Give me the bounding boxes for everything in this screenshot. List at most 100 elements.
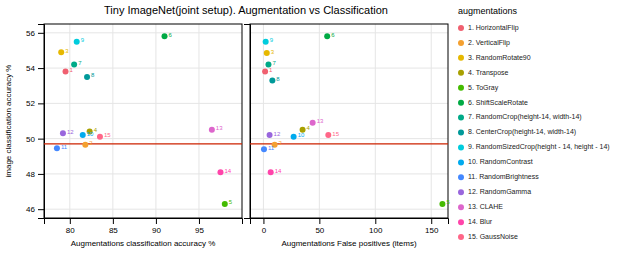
point-label: 10 bbox=[298, 132, 305, 138]
point-label: 5 bbox=[446, 199, 450, 205]
point-label: 5 bbox=[229, 199, 233, 205]
tick: 85 bbox=[109, 218, 118, 235]
legend-label: 9. RandomSizedCrop(height - 14, height -… bbox=[468, 143, 610, 151]
tick-mark bbox=[199, 218, 200, 224]
point bbox=[82, 142, 88, 148]
tick-mark bbox=[38, 33, 44, 34]
legend-label: 7. RandomCrop(height-14, width-14) bbox=[468, 113, 582, 121]
legend-marker bbox=[458, 115, 464, 121]
point-label: 7 bbox=[272, 60, 276, 66]
plot-frame bbox=[44, 24, 242, 218]
axis-line bbox=[45, 219, 243, 225]
title: Tiny ImageNet(joint setup). Augmentation… bbox=[104, 4, 388, 16]
legend-label: 11. RandomBrightness bbox=[468, 173, 539, 181]
point bbox=[84, 74, 90, 80]
tick-mark bbox=[113, 218, 114, 224]
tick: 50 bbox=[315, 218, 324, 235]
tick: 50 bbox=[26, 135, 44, 144]
point bbox=[60, 130, 66, 136]
axis-line bbox=[251, 219, 449, 225]
point bbox=[80, 132, 86, 138]
point-label: 6 bbox=[169, 32, 173, 38]
grid-line bbox=[69, 24, 70, 218]
legend: augmentations1. HorizontalFlip2. Vertica… bbox=[458, 6, 610, 240]
tick-label: 85 bbox=[109, 226, 118, 235]
legend-label: 3. RandomRotate90 bbox=[468, 54, 531, 61]
grid-line bbox=[250, 209, 448, 210]
grid-line bbox=[198, 24, 199, 218]
tick-mark bbox=[375, 218, 376, 224]
point bbox=[63, 69, 69, 75]
point bbox=[209, 127, 215, 133]
grid bbox=[44, 24, 242, 218]
point bbox=[268, 169, 274, 175]
point bbox=[217, 169, 223, 175]
legend-label: 8. CenterCrop(height-14, width-14) bbox=[468, 128, 576, 136]
point bbox=[261, 146, 267, 152]
marks bbox=[44, 33, 242, 207]
tick-label: 56 bbox=[26, 29, 35, 38]
y-label: image classification accuracy % bbox=[4, 65, 13, 178]
legend-label: 13. CLAHE bbox=[468, 203, 503, 210]
point-label: 7 bbox=[78, 60, 82, 66]
tick-label: 0 bbox=[262, 226, 267, 235]
legend-label: 6. ShiftScaleRotate bbox=[468, 99, 528, 106]
tick: 46 bbox=[26, 205, 44, 214]
plot: 8085909546485052545612345678910111213141… bbox=[26, 24, 242, 235]
point bbox=[269, 77, 275, 83]
point bbox=[264, 50, 270, 56]
grid-line bbox=[44, 103, 242, 104]
point-label: 4 bbox=[307, 125, 311, 131]
point-label: 14 bbox=[224, 168, 231, 174]
point-label: 13 bbox=[317, 118, 324, 124]
tick-mark bbox=[319, 218, 320, 224]
legend-label: 4. Transpose bbox=[468, 69, 509, 77]
point-label: 6 bbox=[331, 32, 335, 38]
tick: 90 bbox=[152, 218, 161, 235]
legend-marker bbox=[458, 40, 464, 46]
legend-marker bbox=[458, 144, 464, 150]
point bbox=[310, 120, 316, 126]
legend-marker bbox=[458, 159, 464, 165]
point-label: 11 bbox=[268, 145, 275, 151]
x-label: Augmentations classification accuracy % bbox=[71, 239, 216, 248]
legend-marker bbox=[458, 234, 464, 240]
tick: 100 bbox=[369, 218, 383, 235]
point-label: 1 bbox=[70, 67, 74, 73]
legend-marker bbox=[458, 130, 464, 136]
legend-label: 2. VerticalFlip bbox=[468, 39, 510, 47]
grid-line bbox=[44, 138, 242, 139]
point-label: 8 bbox=[91, 72, 95, 78]
tick-label: 46 bbox=[26, 205, 35, 214]
point-label: 15 bbox=[332, 131, 339, 137]
point bbox=[324, 33, 330, 39]
tick: 54 bbox=[26, 64, 44, 73]
y-axis: 464850525456 bbox=[26, 25, 44, 219]
point-label: 11 bbox=[61, 144, 68, 150]
point bbox=[291, 134, 297, 140]
legend-label: 15. GaussNoise bbox=[468, 233, 518, 240]
tick-mark bbox=[38, 174, 44, 175]
point bbox=[54, 145, 60, 151]
axis-line bbox=[38, 25, 45, 219]
tick: 95 bbox=[195, 218, 204, 235]
point-label: 15 bbox=[104, 132, 111, 138]
tick-label: 95 bbox=[195, 226, 204, 235]
tick-mark bbox=[263, 218, 264, 224]
tick: 150 bbox=[425, 218, 439, 235]
grid-line bbox=[44, 209, 242, 210]
tick: 80 bbox=[66, 218, 75, 235]
point-label: 10 bbox=[87, 131, 94, 137]
tick-label: 80 bbox=[66, 226, 75, 235]
grid-line bbox=[155, 24, 156, 218]
point bbox=[439, 201, 445, 207]
axis-line bbox=[244, 25, 251, 219]
tick-label: 54 bbox=[26, 64, 35, 73]
x-label: Augmentations False positives (items) bbox=[281, 239, 417, 248]
point bbox=[58, 49, 64, 55]
tick-mark bbox=[38, 68, 44, 69]
grid-line bbox=[250, 68, 448, 69]
grid-line bbox=[250, 32, 448, 33]
plot-frame bbox=[250, 24, 448, 218]
grid-line bbox=[375, 24, 376, 218]
